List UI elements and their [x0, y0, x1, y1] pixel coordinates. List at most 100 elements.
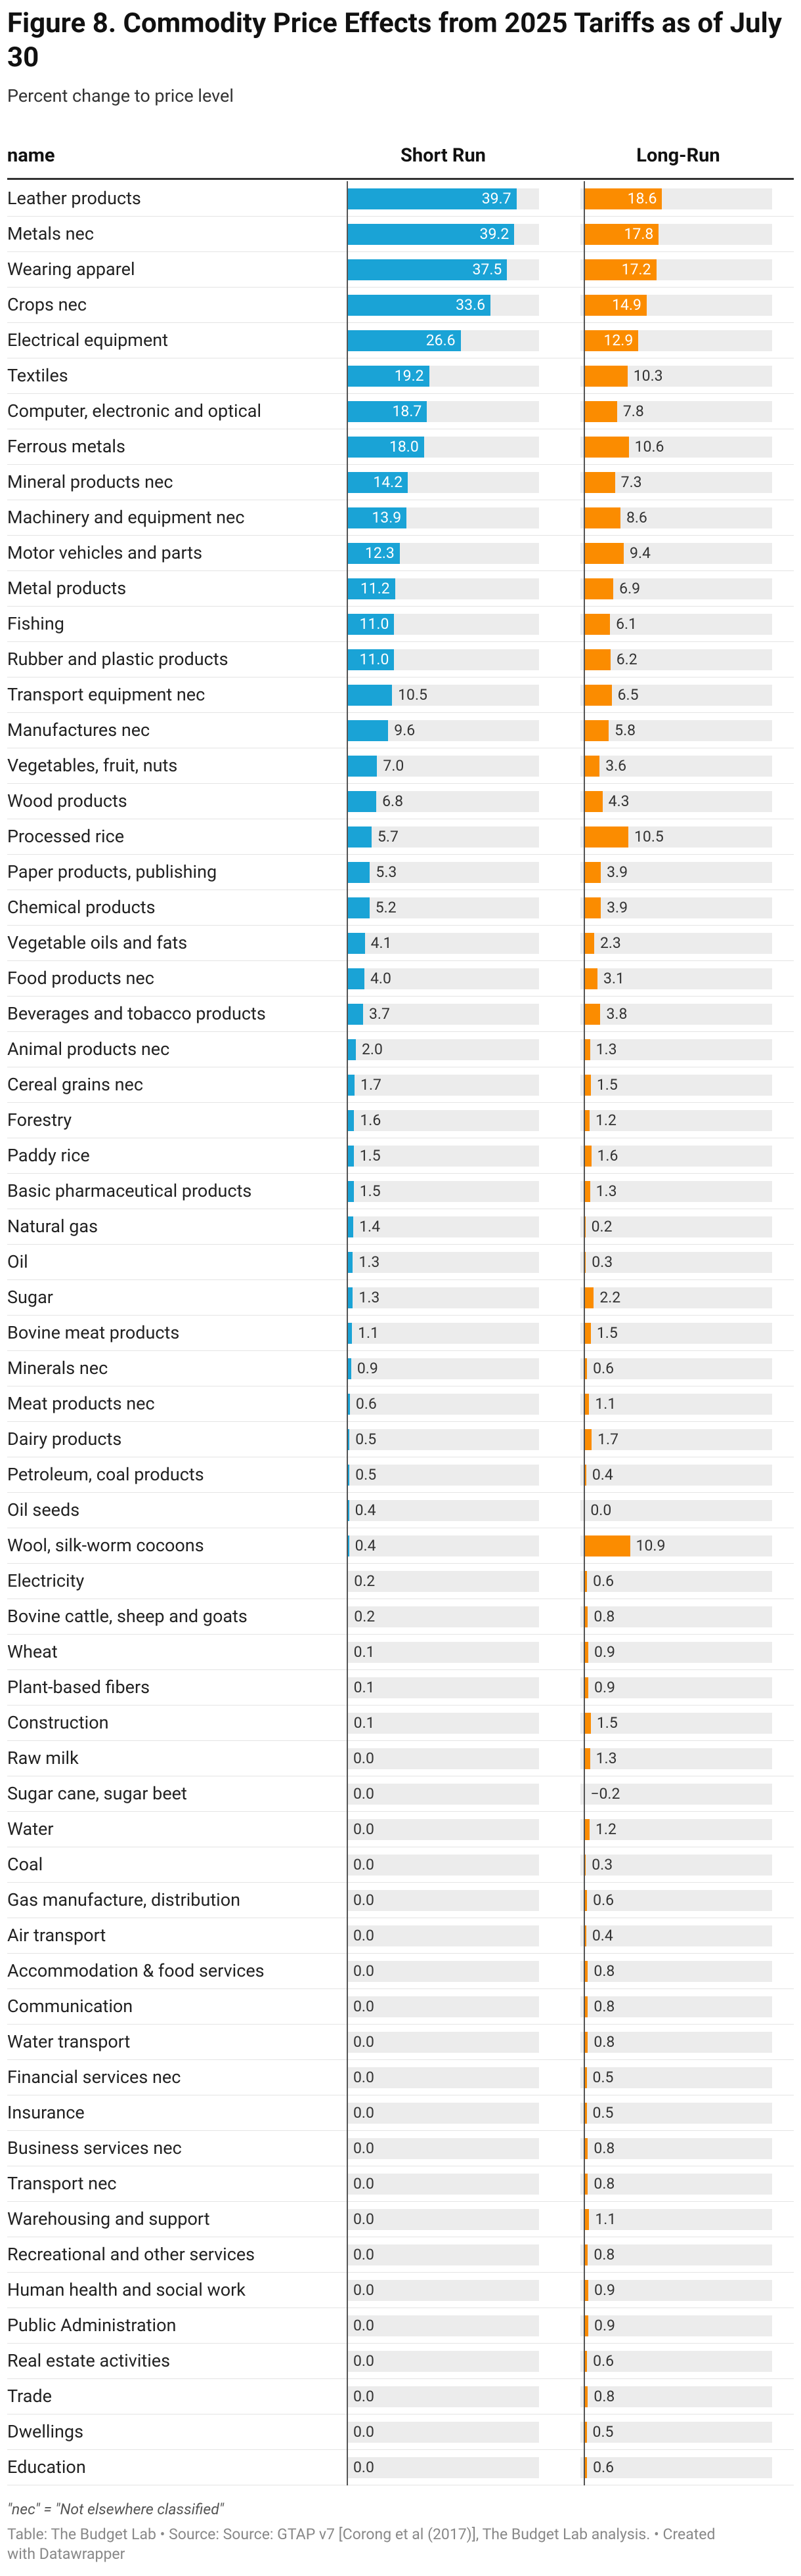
long-run-bar-track: 0.2 [580, 1216, 772, 1237]
long-run-bar [584, 1996, 588, 2017]
long-run-bar-track: 1.2 [580, 1110, 772, 1131]
long-run-value: 1.6 [597, 1147, 618, 1165]
table-row: Plant-based fibers 0.1 0.9 [7, 1670, 794, 1706]
long-run-value: 0.8 [594, 2033, 615, 2051]
short-run-value: 0.5 [355, 1466, 377, 1484]
long-run-bar-track: 0.6 [580, 2351, 772, 2372]
long-run-bar-track: 0.6 [580, 2457, 772, 2478]
short-run-value: 0.0 [353, 2246, 374, 2264]
short-run-bar-track: 0.0 [347, 2103, 539, 2124]
long-run-bar [584, 543, 624, 564]
long-run-value: 0.6 [593, 1891, 615, 1909]
long-run-bar [584, 1819, 590, 1840]
short-run-bar-track: 0.0 [347, 1996, 539, 2017]
long-run-bar-track: 0.5 [580, 2422, 772, 2443]
long-run-value: 2.2 [599, 1289, 621, 1306]
long-run-value: 0.5 [592, 2423, 614, 2441]
table-row: Recreational and other services 0.0 0.8 [7, 2237, 794, 2273]
long-run-value: 6.5 [617, 686, 639, 704]
short-run-value: 0.0 [353, 1927, 374, 1944]
long-run-value: 7.8 [622, 402, 644, 420]
short-run-bar-track: 19.2 [347, 366, 539, 387]
long-run-value: 18.6 [627, 190, 657, 207]
short-run-bar-track: 0.0 [347, 2067, 539, 2088]
short-run-value: 0.9 [357, 1360, 378, 1377]
short-run-bar [347, 330, 461, 351]
table-row: Paper products, publishing 5.3 3.9 [7, 855, 794, 890]
short-run-bar-track: 26.6 [347, 330, 539, 351]
long-run-bar-track: 1.3 [580, 1039, 772, 1060]
row-name: Paddy rice [7, 1145, 90, 1166]
long-run-bar-track: 3.8 [580, 1004, 772, 1025]
short-run-bar-track: 0.0 [347, 1890, 539, 1911]
short-run-bar [347, 1323, 353, 1344]
row-name: Recreational and other services [7, 2244, 255, 2265]
short-run-value: 0.0 [353, 1998, 374, 2015]
short-run-bar-track: 0.0 [347, 2032, 539, 2053]
short-run-bar [347, 578, 395, 599]
short-run-bar [347, 507, 407, 528]
short-run-bar-track: 0.0 [347, 2422, 539, 2443]
long-run-bar [584, 437, 629, 458]
long-run-value: 17.8 [624, 225, 654, 243]
long-run-value: 1.3 [595, 1750, 617, 1767]
long-run-bar [584, 933, 594, 954]
long-run-bar-track: 0.8 [580, 2032, 772, 2053]
table-row: Paddy rice 1.5 1.6 [7, 1138, 794, 1174]
long-run-bar-track: 0.8 [580, 1606, 772, 1627]
short-run-bar-track: 0.0 [347, 2280, 539, 2301]
short-run-bar-track: 1.3 [347, 1252, 539, 1273]
table-row: Electrical equipment 26.6 12.9 [7, 323, 794, 358]
long-run-bar-track: 0.8 [580, 1996, 772, 2017]
long-run-bar [584, 1571, 588, 1592]
long-run-bar-track: 6.1 [580, 614, 772, 635]
row-name: Accommodation & food services [7, 1960, 265, 1981]
short-run-bar-track: 11.0 [347, 649, 539, 670]
row-name: Dwellings [7, 2421, 84, 2442]
row-name: Food products nec [7, 968, 154, 989]
row-name: Insurance [7, 2102, 85, 2123]
short-run-bar [347, 224, 515, 245]
row-name: Human health and social work [7, 2279, 246, 2300]
long-run-bar [584, 401, 617, 422]
long-run-value: 10.6 [634, 438, 664, 456]
row-name: Computer, electronic and optical [7, 400, 262, 421]
long-run-value: 3.6 [605, 757, 627, 775]
row-name: Business services nec [7, 2137, 182, 2158]
long-run-value: 1.3 [595, 1041, 617, 1058]
long-run-value: 1.3 [595, 1182, 617, 1200]
table-row: Sugar cane, sugar beet 0.0 −0.2 [7, 1776, 794, 1812]
short-run-bar [347, 756, 378, 777]
short-run-bar [347, 720, 389, 741]
source-note: Table: The Budget Lab • Source: Source: … [7, 2525, 716, 2563]
column-header-long-run[interactable]: Long-Run [636, 144, 720, 167]
long-run-bar [584, 1642, 589, 1663]
long-run-bar [584, 2351, 588, 2372]
long-run-value: 0.5 [592, 2069, 614, 2086]
long-run-bar [584, 1358, 588, 1379]
table-row: Transport nec 0.0 0.8 [7, 2166, 794, 2202]
long-run-bar [584, 791, 603, 812]
table-row: Accommodation & food services 0.0 0.8 [7, 1954, 794, 1989]
table-row: Food products nec 4.0 3.1 [7, 961, 794, 997]
short-run-value: 5.3 [376, 863, 397, 881]
short-run-value: 0.0 [353, 2033, 374, 2051]
table-row: Crops nec 33.6 14.9 [7, 288, 794, 323]
long-run-bar [584, 756, 600, 777]
row-name: Manufactures nec [7, 719, 150, 741]
short-run-value: 0.0 [353, 2175, 374, 2193]
long-run-bar-track: 3.9 [580, 862, 772, 883]
short-run-bar-track: 0.5 [347, 1429, 539, 1450]
long-run-bar-track: 3.9 [580, 897, 772, 918]
table-row: Bovine cattle, sheep and goats 0.2 0.8 [7, 1599, 794, 1635]
long-run-bar [584, 1039, 590, 1060]
column-header-short-run[interactable]: Short Run [401, 144, 486, 167]
short-run-zero-axis [347, 181, 348, 2485]
row-name: Motor vehicles and parts [7, 542, 203, 563]
long-run-value: 0.8 [594, 2388, 615, 2405]
short-run-bar [347, 188, 517, 209]
column-header-name[interactable]: name [7, 144, 55, 167]
long-run-bar-track: 12.9 [580, 330, 772, 351]
short-run-value: 13.9 [372, 509, 402, 526]
short-run-bar-track: 1.5 [347, 1146, 539, 1167]
